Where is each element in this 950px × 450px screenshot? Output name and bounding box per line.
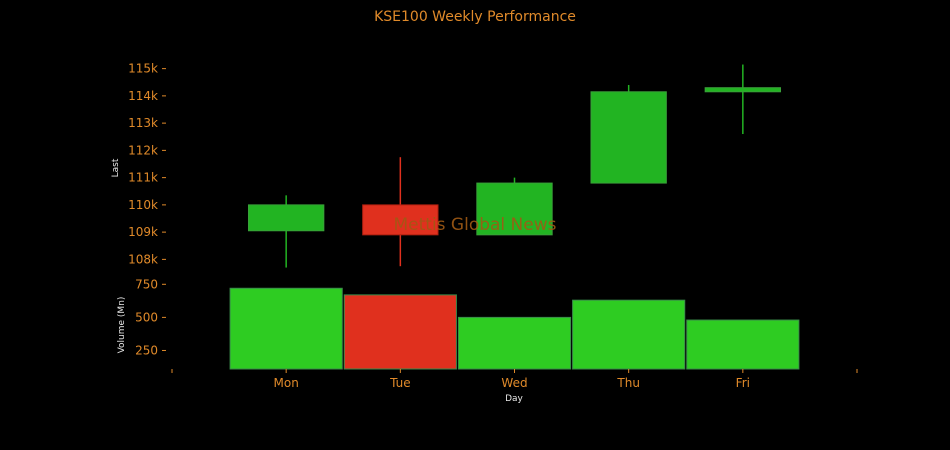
price-tick-label: 110k [128, 198, 158, 212]
x-axis: Mon Tue Wed Thu Fri [171, 369, 858, 390]
candle-fri [704, 64, 782, 135]
price-tick-label: 109k [128, 225, 158, 239]
volume-axis: 250 500 750 [135, 277, 166, 357]
volume-bar-mon [229, 287, 343, 370]
volume-bars [229, 287, 800, 370]
x-tick-label-thu: Thu [616, 376, 640, 390]
candle-tue [362, 157, 439, 267]
candle-body [362, 204, 439, 236]
x-tick-label-tue: Tue [389, 376, 411, 390]
candle-mon [247, 195, 325, 268]
x-axis-label: Day [505, 394, 523, 404]
candle-body [476, 182, 553, 236]
chart-title: KSE100 Weekly Performance [374, 9, 576, 25]
candle-thu [590, 84, 667, 184]
price-tick-label: 111k [128, 171, 158, 185]
volume-tick-label: 250 [135, 343, 158, 357]
price-tick-label: 115k [128, 62, 158, 76]
volume-axis-label: Volume (Mn) [117, 297, 127, 354]
price-tick-label: 108k [128, 252, 158, 266]
candle-body [704, 87, 782, 93]
candle-body [247, 204, 325, 232]
price-axis: 108k 109k 110k 111k 112k 113k 114k 115k [128, 62, 166, 266]
price-candles [247, 64, 782, 268]
candle-wed [476, 177, 553, 236]
volume-bar-tue [343, 294, 457, 370]
price-tick-label: 113k [128, 116, 158, 130]
price-axis-label: Last [111, 158, 121, 177]
volume-bar-fri [686, 319, 800, 370]
watermark-text: Mettis Global News [393, 215, 556, 235]
volume-tick-label: 500 [135, 310, 158, 324]
volume-bar-thu [572, 299, 686, 370]
volume-bar-wed [457, 316, 572, 370]
x-tick-label-wed: Wed [501, 376, 527, 390]
price-tick-label: 112k [128, 143, 158, 157]
price-tick-label: 114k [128, 89, 158, 103]
volume-tick-label: 750 [135, 277, 158, 291]
x-tick-label-fri: Fri [736, 376, 750, 390]
candle-body [590, 91, 667, 184]
x-tick-label-mon: Mon [274, 376, 299, 390]
